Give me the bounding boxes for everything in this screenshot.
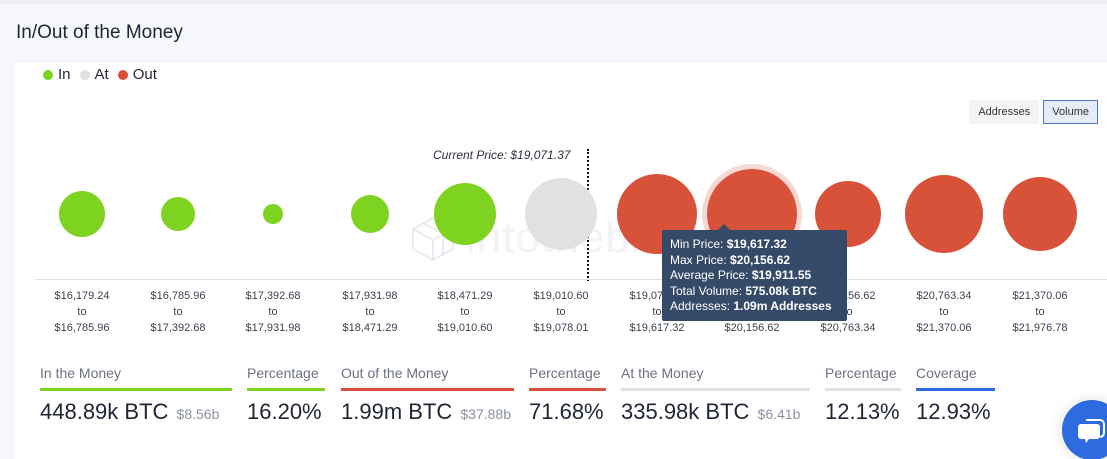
legend-dot-in-icon bbox=[43, 69, 53, 80]
bubble-tooltip: Min Price: $19,617.32 Max Price: $20,156… bbox=[662, 224, 847, 321]
bin-label-1: $16,179.24 to $16,785.96 bbox=[54, 290, 110, 334]
bin-label-6: $19,010.60 to $19,078.01 bbox=[533, 290, 589, 334]
stat-at-percentage: Percentage 12.13% bbox=[825, 365, 901, 424]
bubble-bin-11[interactable] bbox=[1003, 177, 1077, 251]
legend-label: Out bbox=[132, 66, 157, 83]
legend-dot-at-icon bbox=[79, 69, 90, 80]
bubble-bin-5[interactable] bbox=[434, 183, 496, 245]
bubble-bin-2[interactable] bbox=[161, 197, 195, 231]
volume-button[interactable]: Volume bbox=[1043, 100, 1098, 124]
page-title: In/Out of the Money bbox=[16, 22, 183, 43]
stat-bar-out bbox=[341, 388, 514, 391]
tooltip-max-price: Max Price: $20,156.62 bbox=[670, 252, 791, 267]
bubble-bin-3[interactable] bbox=[263, 204, 283, 224]
stat-out-percentage: Percentage 71.68% bbox=[529, 363, 606, 425]
metric-toggle: Addresses Volume bbox=[965, 100, 1098, 124]
bin-label-10: $20,763.34 to $21,370.06 bbox=[916, 290, 972, 334]
bubble-bin-6[interactable] bbox=[525, 178, 597, 250]
addresses-button[interactable]: Addresses bbox=[969, 100, 1040, 124]
bubble-bin-4[interactable] bbox=[351, 195, 389, 233]
legend-item-out[interactable]: Out bbox=[117, 66, 157, 83]
tooltip-total-volume: Total Volume: 575.08k BTC bbox=[670, 283, 817, 298]
tooltip-min-price: Min Price: $19,617.32 bbox=[670, 237, 787, 251]
bubble-bin-10[interactable] bbox=[905, 175, 983, 253]
bin-label-5: $18,471.29 to $19,010.60 bbox=[437, 290, 493, 334]
tooltip-addresses: Addresses: 1.09m Addresses bbox=[670, 299, 832, 313]
stat-bar-in bbox=[40, 388, 232, 391]
legend-dot-out-icon bbox=[117, 69, 128, 80]
legend-item-in[interactable]: In bbox=[43, 66, 71, 83]
legend-label: At bbox=[94, 66, 109, 83]
legend-label: In bbox=[58, 66, 71, 83]
stat-bar-coverage bbox=[916, 388, 995, 391]
bin-label-3: $17,392.68 to $17,931.98 bbox=[245, 290, 301, 334]
current-price-label: Current Price: $19,071.37 bbox=[433, 148, 571, 162]
chat-bubble-icon bbox=[1078, 419, 1105, 443]
bin-label-2: $16,785.96 to $17,392.68 bbox=[150, 290, 206, 334]
tooltip-average-price: Average Price: $19,911.55 bbox=[670, 268, 812, 282]
stat-at-the-money: At the Money 335.98k BTC $6.41b bbox=[621, 363, 810, 425]
bin-label-11: $21,370.06 to $21,976.78 bbox=[1012, 290, 1068, 334]
stat-in-percentage: Percentage 16.20% bbox=[247, 363, 325, 425]
bubble-bin-1[interactable] bbox=[59, 191, 105, 237]
chart-legend: In At Out bbox=[43, 66, 166, 83]
legend-item-at[interactable]: At bbox=[79, 66, 109, 83]
stat-out-of-the-money: Out of the Money 1.99m BTC $37.88b bbox=[341, 363, 514, 425]
chat-support-button[interactable] bbox=[1062, 400, 1107, 459]
chart-card: In At Out Addresses Volume intotheblock … bbox=[15, 63, 1107, 459]
stat-in-the-money: In the Money 448.89k BTC $8.56b bbox=[40, 363, 232, 425]
stat-coverage: Coverage 12.93% bbox=[916, 363, 995, 425]
bin-label-4: $17,931.98 to $18,471.29 bbox=[342, 290, 398, 334]
stat-bar-at bbox=[621, 388, 810, 391]
x-axis-line bbox=[35, 279, 1107, 280]
top-border bbox=[0, 0, 1107, 4]
